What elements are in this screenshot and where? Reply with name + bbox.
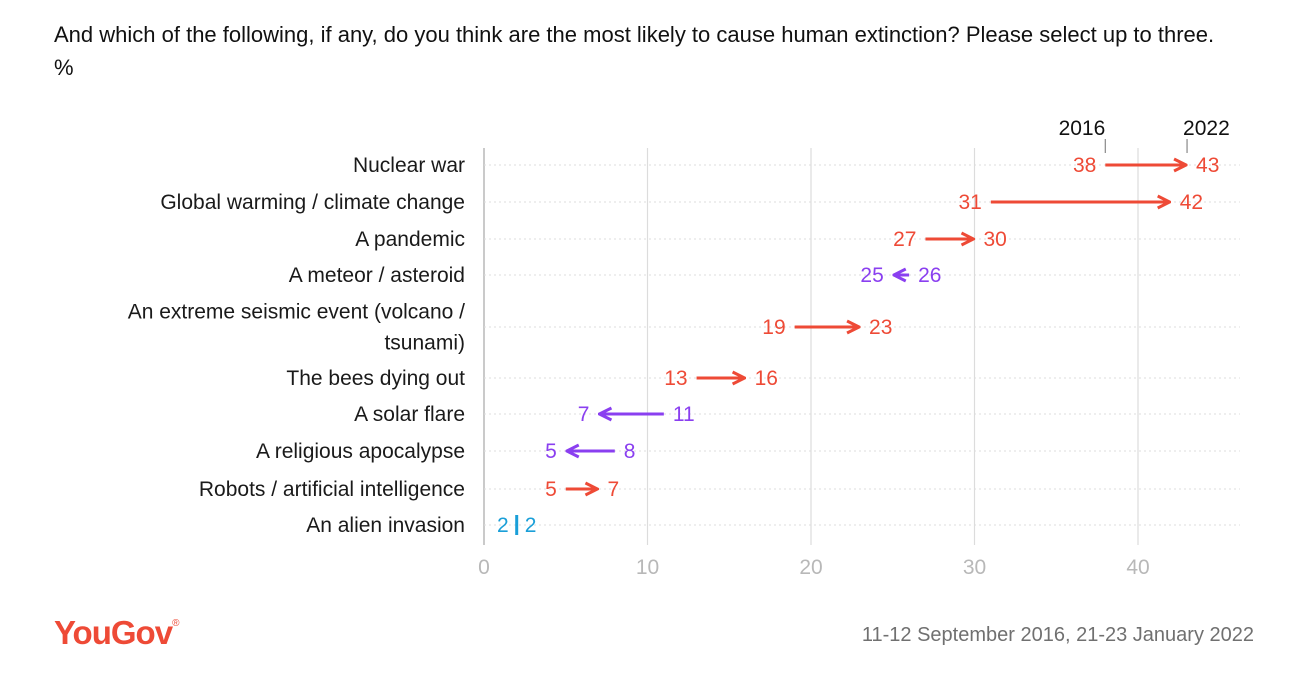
category-label: An extreme seismic event (volcano /: [128, 301, 465, 324]
dumbbell-row: 26 25: [860, 264, 941, 287]
dumbbell-row: 85: [545, 440, 635, 463]
category-labels: Nuclear war Global warming / climate chan…: [128, 154, 465, 537]
category-label: An alien invasion: [306, 514, 465, 537]
category-label: A religious apocalypse: [256, 440, 465, 463]
value-label-2022: 7: [578, 403, 590, 426]
value-label-2022: 25: [860, 264, 883, 287]
yougov-logo: YouGov®: [54, 614, 180, 651]
value-label-2016: 27: [893, 228, 916, 251]
legend-label-2016: 2016: [1059, 117, 1106, 140]
value-label-2022: 43: [1196, 154, 1219, 177]
grid-lines: [483, 148, 1240, 545]
dumbbell-row: 31 42: [958, 191, 1203, 214]
category-label: Global warming / climate change: [160, 191, 465, 214]
category-label: A solar flare: [354, 403, 465, 426]
category-label: Robots / artificial intelligence: [199, 478, 465, 501]
value-label-2016: 8: [624, 440, 636, 463]
value-label-2022: 5: [545, 440, 557, 463]
value-label-2022: 16: [755, 367, 778, 390]
value-label-2016: 13: [664, 367, 687, 390]
x-tick-label: 30: [963, 556, 986, 579]
value-label-2016: 5: [545, 478, 557, 501]
category-label: A meteor / asteroid: [289, 264, 465, 287]
x-tick-label: 40: [1126, 556, 1149, 579]
category-label: The bees dying out: [286, 367, 465, 390]
legend-label-2022: 2022: [1183, 117, 1230, 140]
x-tick-label: 0: [478, 556, 490, 579]
dumbbell-row: 13 16: [664, 367, 778, 390]
dumbbell-row: 38 43: [1073, 154, 1219, 177]
year-legend: 2016 2022: [1059, 117, 1230, 153]
chart-title: And which of the following, if any, do y…: [54, 22, 1215, 80]
dumbbell-row: 11 7: [578, 403, 695, 426]
value-label-2016: 26: [918, 264, 941, 287]
x-tick-label: 20: [799, 556, 822, 579]
category-label: Nuclear war: [353, 154, 465, 177]
value-label-2022: 7: [607, 478, 619, 501]
x-axis-ticks: 0 10 20 30 40: [478, 556, 1150, 579]
x-tick-label: 10: [636, 556, 659, 579]
value-label-2022: 42: [1180, 191, 1203, 214]
value-label-2016: 38: [1073, 154, 1096, 177]
category-label: A pandemic: [355, 228, 465, 251]
value-label-2016: 11: [673, 403, 695, 426]
value-label-2022: 23: [869, 316, 892, 339]
value-label-2016: 19: [762, 316, 785, 339]
value-label-2022: 2: [525, 514, 537, 537]
footnote-dates: 11-12 September 2016, 21-23 January 2022: [861, 624, 1254, 646]
value-label-2016: 2: [497, 514, 509, 537]
value-label-2016: 31: [958, 191, 981, 214]
dumbbell-row: 27 30: [893, 228, 1007, 251]
category-label: tsunami): [384, 332, 465, 355]
dumbbell-row: 19 23: [762, 316, 892, 339]
value-label-2022: 30: [984, 228, 1007, 251]
